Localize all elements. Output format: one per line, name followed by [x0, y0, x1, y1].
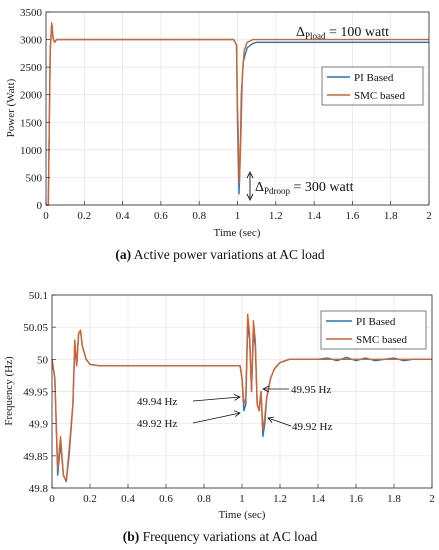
power-x-tick-label: 1.4	[307, 210, 321, 222]
frequency-x-tick-label: 1.4	[311, 493, 325, 505]
power-y-tick-label: 0	[37, 200, 43, 212]
frequency-x-tick-label: 1.6	[349, 493, 363, 505]
power-y-tick-label: 1500	[20, 117, 43, 129]
power-legend-box	[321, 66, 424, 106]
power-y-tick-label: 2000	[20, 90, 43, 102]
frequency-x-tick-label: 0.6	[159, 493, 173, 505]
power-x-tick-label: 0.8	[192, 210, 206, 222]
power-x-tick-label: 0.4	[116, 210, 130, 222]
power-legend-label-smc: SMC based	[354, 90, 406, 102]
freq-annotation-49-92-right: 49.92 Hz	[292, 421, 332, 433]
frequency-x-tick-label: 2	[429, 493, 435, 505]
load-delta-subscript: Pload	[305, 31, 326, 41]
frequency-y-tick-label: 49.9	[29, 419, 49, 431]
power-x-tick-label: 0.6	[154, 210, 168, 222]
frequency-legend-label-smc: SMC based	[356, 334, 408, 346]
frequency-x-tick-label: 0	[49, 493, 55, 505]
power-ticks: 0 0.2 0.4 0.6 0.8 1 1.2 1.4 1.6 1.8 2 0 500 1000 1500 2…	[20, 7, 432, 222]
frequency-caption: (b) Frequency variations at AC load	[123, 529, 318, 544]
frequency-annotation-arrows	[192, 385, 292, 427]
frequency-legend: PI Based SMC based	[320, 310, 427, 350]
frequency-series-line-smc-based	[51, 313, 432, 483]
droop-delta-symbol: Δ	[255, 180, 264, 195]
frequency-y-tick-label: 50.1	[29, 290, 48, 302]
frequency-x-tick-label: 0.2	[83, 493, 97, 505]
load-delta-value: = 100 watt	[326, 25, 390, 40]
power-y-tick-label: 1000	[20, 145, 43, 157]
power-y-tick-label: 3000	[20, 35, 43, 47]
power-series-line-smc-based	[46, 22, 429, 206]
power-y-tick-label: 3500	[20, 7, 43, 19]
power-x-tick-label: 1.6	[346, 210, 360, 222]
frequency-x-tick-label: 1	[239, 493, 245, 505]
power-x-tick-label: 1	[235, 210, 241, 222]
load-delta-symbol: Δ	[296, 25, 305, 40]
power-x-tick-label: 0.2	[77, 210, 91, 222]
frequency-y-axis-label: Frequency (Hz)	[3, 356, 15, 426]
power-x-tick-label: 2	[426, 210, 432, 222]
frequency-x-tick-label: 1.8	[387, 493, 401, 505]
frequency-y-tick-label: 49.8	[29, 483, 49, 495]
frequency-y-tick-label: 49.95	[23, 387, 48, 399]
frequency-series-group	[51, 313, 432, 483]
power-load-delta-annotation: ΔPload = 100 watt	[296, 25, 389, 41]
frequency-legend-box	[320, 310, 427, 350]
droop-delta-subscript: Pdroop	[264, 186, 291, 196]
droop-delta-value: = 300 watt	[290, 180, 354, 195]
frequency-y-tick-label: 50.05	[23, 322, 48, 334]
power-droop-delta-annotation: ΔPdroop = 300 watt	[255, 180, 354, 196]
frequency-y-tick-label: 50	[37, 354, 49, 366]
frequency-x-axis-label: Time (sec)	[219, 509, 266, 521]
frequency-caption-text: Frequency variations at AC load	[139, 529, 317, 544]
power-caption-label: (a)	[115, 247, 131, 262]
power-legend: PI Based SMC based	[321, 66, 424, 106]
power-x-tick-label: 1.2	[269, 210, 283, 222]
freq-annotation-49-95: 49.95 Hz	[291, 384, 331, 396]
power-caption: (a) Active power variations at AC load	[115, 247, 324, 262]
power-droop-arrow	[246, 170, 254, 202]
frequency-ticks: 0 0.2 0.4 0.6 0.8 1 1.2 1.4 1.6 1.8 2 49.8 49.85 49.9…	[23, 290, 435, 505]
frequency-x-tick-label: 1.2	[273, 493, 287, 505]
freq-annotation-49-94: 49.94 Hz	[137, 396, 177, 408]
frequency-y-tick-label: 49.85	[23, 451, 48, 463]
freq-annotation-49-92-left: 49.92 Hz	[137, 418, 177, 430]
power-caption-text: Active power variations at AC load	[131, 247, 325, 262]
power-y-axis-label: Power (Watt)	[5, 78, 17, 137]
power-y-tick-label: 2500	[20, 62, 43, 74]
frequency-chart: 0 0.2 0.4 0.6 0.8 1 1.2 1.4 1.6 1.8 2 49.8 49.85 49.9…	[3, 290, 435, 544]
power-y-tick-label: 500	[26, 172, 43, 184]
power-legend-label-pi: PI Based	[354, 72, 394, 84]
power-x-tick-label: 1.8	[384, 210, 398, 222]
power-x-tick-label: 0	[43, 210, 49, 222]
frequency-legend-label-pi: PI Based	[356, 316, 396, 328]
frequency-x-tick-label: 0.4	[121, 493, 135, 505]
frequency-caption-label: (b)	[123, 529, 140, 544]
frequency-x-tick-label: 0.8	[197, 493, 211, 505]
power-series-group	[46, 22, 429, 206]
power-chart: 0 0.2 0.4 0.6 0.8 1 1.2 1.4 1.6 1.8 2 0 500 1000 1500 2…	[5, 7, 432, 262]
power-x-axis-label: Time (sec)	[214, 227, 261, 239]
